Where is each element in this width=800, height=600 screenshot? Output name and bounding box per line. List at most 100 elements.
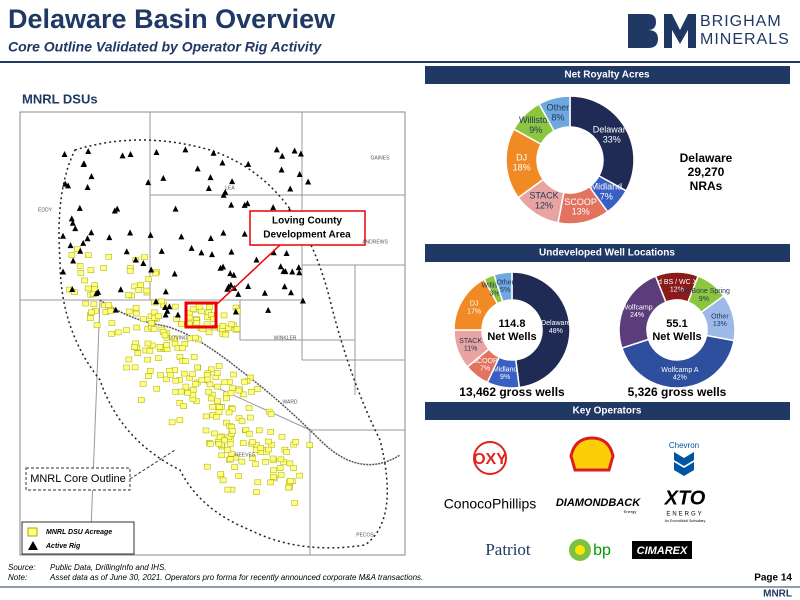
footnote: Note:	[8, 573, 27, 582]
operator-logo: Chevron	[669, 441, 699, 450]
acreage	[194, 364, 201, 371]
acreage	[219, 477, 227, 484]
slice-label: DJ	[470, 301, 479, 308]
acreage	[235, 473, 242, 479]
rig	[148, 266, 155, 273]
acreage	[207, 395, 215, 402]
section-title: Net Royalty Acres	[564, 70, 650, 81]
acreage	[90, 301, 98, 308]
acreage	[286, 477, 294, 484]
acreage	[246, 430, 253, 437]
acreage	[270, 474, 277, 480]
rig	[72, 225, 79, 232]
acreage	[213, 413, 220, 420]
acreage	[137, 282, 145, 288]
rig	[210, 149, 217, 156]
center-label: 55.1	[666, 318, 687, 330]
acreage	[221, 437, 228, 444]
acreage	[179, 345, 186, 351]
acreage	[249, 455, 256, 461]
page-number: Page 14	[754, 573, 792, 584]
rig	[295, 264, 302, 271]
acreage	[123, 327, 130, 333]
acreage	[249, 439, 256, 445]
operator-logo: Patriot	[485, 540, 531, 559]
operator-logo	[674, 452, 694, 476]
acreage	[216, 434, 224, 440]
acreage	[178, 321, 185, 327]
rig	[88, 229, 95, 236]
logo: BRIGHAM MINERALS	[628, 13, 789, 48]
acreage	[197, 308, 205, 315]
rig	[117, 286, 124, 293]
slice-label: Williston	[519, 115, 553, 125]
slice-label: Other	[711, 313, 729, 320]
rig	[305, 178, 312, 185]
acreage	[248, 388, 255, 395]
center-label: Net Wells	[652, 331, 701, 343]
donut-slice	[620, 334, 735, 389]
slice-label: DJ	[516, 152, 527, 162]
section-title: Key Operators	[573, 406, 642, 417]
acreage	[198, 377, 206, 383]
slice-value: 3%	[489, 290, 499, 297]
acreage	[267, 411, 275, 417]
rig	[232, 308, 239, 315]
acreage	[205, 389, 212, 395]
rig	[245, 283, 252, 290]
center-label: 114.8	[499, 318, 526, 330]
rig	[219, 159, 226, 166]
acreage	[85, 252, 92, 259]
rig	[145, 179, 152, 186]
acreage	[223, 395, 230, 402]
acreage	[228, 321, 235, 328]
acreage	[235, 387, 243, 394]
acreage	[267, 479, 274, 486]
acreage	[133, 324, 141, 331]
acreage	[252, 461, 259, 467]
acreage	[217, 471, 224, 477]
acreage	[205, 329, 213, 336]
rig	[171, 270, 178, 277]
acreage	[171, 335, 179, 342]
section-title: Undeveloped Well Locations	[539, 248, 675, 259]
rig	[127, 229, 134, 236]
slice-value: 12%	[535, 200, 553, 210]
donut-slice	[511, 271, 571, 389]
rig	[208, 251, 215, 258]
acreage	[126, 268, 134, 274]
acreage	[224, 447, 231, 453]
slice-value: 48%	[549, 328, 563, 335]
acreage	[233, 326, 241, 332]
operator-logo: Energy	[624, 509, 637, 514]
rig	[162, 311, 169, 318]
rig	[205, 185, 212, 192]
acreage	[168, 419, 176, 426]
slice-value: 7%	[600, 191, 613, 201]
operator-logo: DIAMONDBACK	[556, 497, 641, 509]
rig	[153, 149, 160, 156]
acreage	[105, 253, 113, 260]
annotation: NRAs	[690, 179, 723, 193]
slice-label: Delaware	[541, 320, 571, 327]
acreage	[87, 315, 94, 321]
acreage	[265, 446, 272, 453]
rig	[273, 146, 280, 153]
slice-value: 18%	[513, 162, 531, 172]
acreage	[226, 441, 234, 447]
annotation: 29,270	[688, 165, 725, 179]
slice-value: 11%	[464, 346, 478, 353]
acreage	[214, 383, 221, 390]
operator-logo	[569, 436, 615, 472]
rig	[68, 215, 75, 222]
callout-text: Loving County	[272, 216, 342, 227]
acreage	[71, 289, 78, 295]
slice-label: Delaware	[593, 125, 631, 135]
map: Loving County Development Area MNRL Core…	[19, 111, 406, 556]
county-label: ANDREWS	[362, 239, 388, 245]
acreage	[82, 300, 89, 307]
rig	[111, 207, 118, 214]
rig	[106, 234, 113, 241]
acreage	[224, 486, 232, 493]
county-label: LEA	[225, 185, 235, 191]
